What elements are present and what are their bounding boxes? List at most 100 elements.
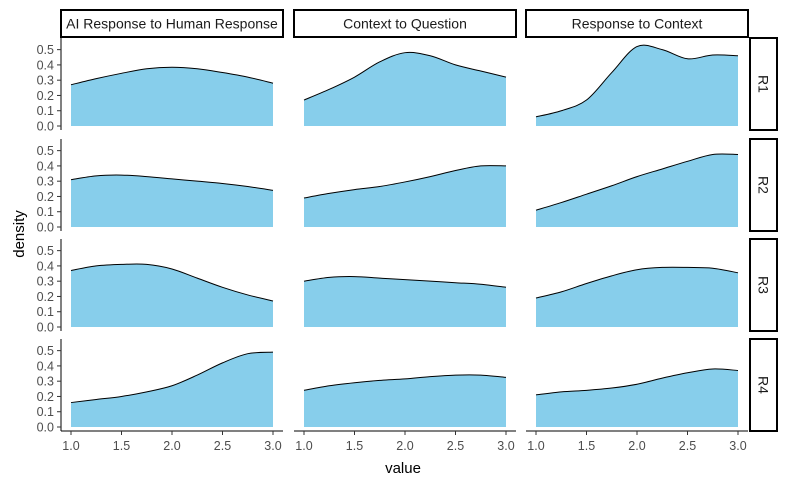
x-tick-label: 1.5	[346, 439, 363, 453]
density-area-r1-response-to-context	[536, 45, 738, 126]
panel-r3-context-to-question	[303, 276, 507, 327]
y-tick-label: 0.3	[37, 175, 54, 189]
y-tick-label: 0.1	[37, 104, 54, 118]
panel-r3-ai-response-to-human-response	[70, 263, 274, 327]
x-tick-label: 3.0	[729, 439, 746, 453]
strip-label-r3: R3	[756, 276, 772, 294]
row-strips: R1 R2 R3 R4	[749, 37, 778, 432]
y-tick-label: 0.0	[37, 321, 54, 335]
y-axes: 0.00.10.20.30.40.50.00.10.20.30.40.50.00…	[37, 38, 62, 435]
strip-context-to-question: Context to Question	[293, 9, 517, 38]
strip-box-r1	[749, 37, 778, 131]
density-area-r2-context-to-question	[304, 165, 506, 227]
panel-r2-context-to-question	[303, 165, 507, 227]
density-line-r2-response-to-context	[535, 153, 739, 211]
y-axis-r4: 0.0 0.10.20.3 0.40.5	[37, 339, 62, 435]
x-tick-label: 2.5	[447, 439, 464, 453]
strip-box-context-to-question	[293, 9, 517, 38]
panel-r3-response-to-context	[535, 266, 739, 327]
strip-r3: R3	[749, 238, 778, 332]
strip-r2: R2	[749, 138, 778, 232]
panel-r1-context-to-question	[303, 51, 507, 126]
density-line-r3-context-to-question	[303, 276, 507, 288]
y-tick-label: 0.2	[37, 290, 54, 304]
density-area-r4-ai-response-to-human-response	[71, 352, 273, 427]
panel-r4-response-to-context	[535, 368, 739, 427]
y-tick-label: 0.1	[37, 205, 54, 219]
y-tick-label: 0.4	[37, 259, 54, 273]
y-tick-label: 0.1	[37, 405, 54, 419]
y-tick-label: 0.4	[37, 159, 54, 173]
y-tick-label: 0.3	[37, 375, 54, 389]
density-area-r1-ai-response-to-human-response	[71, 67, 273, 126]
panel-r1-ai-response-to-human-response	[70, 66, 274, 126]
y-axis-r1: 0.0 0.10.20.3 0.40.5	[37, 38, 62, 134]
x-axis-response-to-context: 1.0 1.5 2.0 2.5 3.0	[526, 430, 748, 453]
y-tick-label: 0.0	[37, 421, 54, 435]
density-line-r1-context-to-question	[303, 51, 507, 101]
y-tick-label: 0.2	[37, 190, 54, 204]
y-tick-label: 0.0	[37, 221, 54, 235]
strip-label-r2: R2	[756, 176, 772, 194]
x-axis-context-to-question: 1.0 1.5 2.0 2.5 3.0	[294, 430, 516, 453]
strip-box-r4	[749, 338, 778, 432]
y-tick-label: 0.5	[37, 344, 54, 358]
x-tick-label: 2.5	[214, 439, 231, 453]
density-area-r4-response-to-context	[536, 368, 738, 427]
strip-ai-response-to-human-response: AI Response to Human Response	[60, 9, 284, 38]
density-line-r3-response-to-context	[535, 266, 739, 299]
y-tick-label: 0.0	[37, 120, 54, 134]
density-area-r3-context-to-question	[304, 276, 506, 327]
x-axis-ai-response-to-human-response: 1.0 1.5 2.0 2.5 3.0	[61, 430, 283, 453]
density-area-r3-ai-response-to-human-response	[71, 263, 273, 327]
strip-box-r2	[749, 138, 778, 232]
strip-r1: R1	[749, 37, 778, 131]
x-axes: 1.0 1.5 2.0 2.5 3.0 1.0 1.5 2.0 2.5 3.0 1.0 1.5 2.0 2…	[61, 430, 748, 453]
density-area-r4-context-to-question	[304, 374, 506, 427]
strip-box-ai-response-to-human-response	[60, 9, 284, 38]
density-line-r1-response-to-context	[535, 44, 739, 118]
panel-r4-context-to-question	[303, 374, 507, 427]
strip-label-ai-response-to-human-response: AI Response to Human Response	[66, 16, 278, 32]
x-tick-label: 1.5	[113, 439, 130, 453]
y-tick-label: 0.2	[37, 89, 54, 103]
x-tick-label: 2.0	[163, 439, 180, 453]
strip-label-r1: R1	[756, 75, 772, 93]
x-tick-label: 1.0	[62, 439, 79, 453]
x-tick-label: 1.0	[295, 439, 312, 453]
density-line-r4-context-to-question	[303, 374, 507, 391]
y-tick-label: 0.3	[37, 74, 54, 88]
y-tick-label: 0.3	[37, 275, 54, 289]
strip-box-response-to-context	[525, 9, 749, 38]
x-tick-label: 2.5	[679, 439, 696, 453]
strip-r4: R4	[749, 338, 778, 432]
density-area-r1-context-to-question	[304, 52, 506, 126]
strip-box-r3	[749, 238, 778, 332]
x-axis-title: value	[385, 460, 421, 477]
strip-response-to-context: Response to Context	[525, 9, 749, 38]
x-tick-label: 1.0	[527, 439, 544, 453]
x-tick-label: 3.0	[497, 439, 514, 453]
density-line-r3-ai-response-to-human-response	[70, 263, 274, 302]
panel-r2-response-to-context	[535, 153, 739, 227]
y-tick-label: 0.4	[37, 58, 54, 72]
density-line-r4-ai-response-to-human-response	[70, 351, 274, 404]
column-strips: AI Response to Human Response Context to …	[60, 9, 749, 38]
x-tick-label: 1.5	[578, 439, 595, 453]
density-line-r2-context-to-question	[303, 165, 507, 199]
y-tick-label: 0.5	[37, 244, 54, 258]
density-area-r3-response-to-context	[536, 267, 738, 327]
panel-r4-ai-response-to-human-response	[70, 351, 274, 427]
y-axis-title: density	[11, 210, 28, 258]
y-tick-label: 0.2	[37, 390, 54, 404]
density-line-r2-ai-response-to-human-response	[70, 174, 274, 191]
y-tick-label: 0.5	[37, 43, 54, 57]
y-axis-r2: 0.0 0.10.20.3 0.40.5	[37, 139, 62, 235]
strip-label-r4: R4	[756, 376, 772, 394]
x-tick-label: 2.0	[628, 439, 645, 453]
strip-label-context-to-question: Context to Question	[343, 16, 467, 32]
density-area-r2-ai-response-to-human-response	[71, 175, 273, 227]
x-tick-label: 3.0	[264, 439, 281, 453]
panel-r2-ai-response-to-human-response	[70, 174, 274, 227]
density-line-r4-response-to-context	[535, 368, 739, 396]
